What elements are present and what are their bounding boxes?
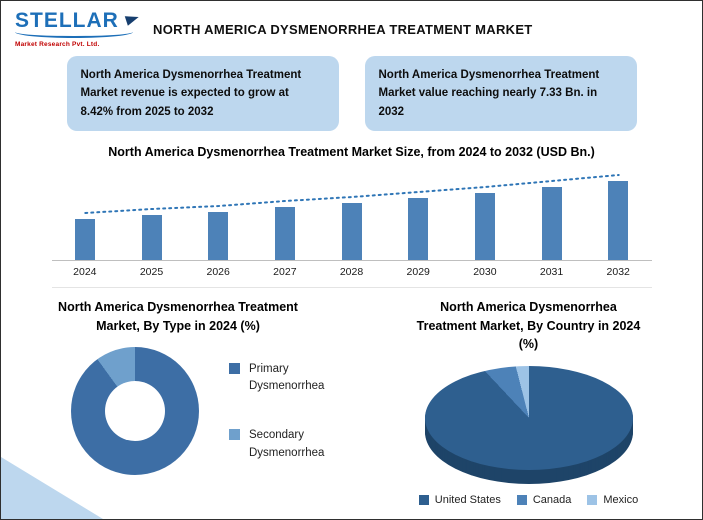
bar-2024	[74, 218, 95, 260]
bar-column-2026	[185, 211, 252, 260]
x-tick-2024: 2024	[73, 265, 97, 278]
bar-chart-title: North America Dysmenorrhea Treatment Mar…	[108, 145, 595, 160]
legend-swatch-united-states	[418, 495, 429, 506]
bar-column-2028	[318, 202, 385, 260]
bar-2030	[474, 192, 495, 260]
legend-label-canada: Canada	[532, 494, 572, 507]
bar-2029	[408, 197, 429, 260]
bar-column-2029	[385, 197, 452, 260]
callout-row: North America Dysmenorrhea Treatment Mar…	[1, 56, 702, 132]
legend-item-secondary: Secondary Dysmenorrhea	[229, 427, 361, 462]
legend-swatch-primary	[229, 362, 240, 374]
bar-column-2024	[52, 218, 119, 260]
legend-label-primary: Primary Dysmenorrhea	[249, 362, 325, 393]
legend-item-primary: Primary Dysmenorrhea	[229, 361, 361, 396]
legend-swatch-secondary	[229, 429, 240, 441]
pie-chart-title: North America Dysmenorrhea Treatment Mar…	[416, 299, 641, 352]
legend-swatch-mexico	[587, 495, 598, 506]
bar-2027	[274, 206, 295, 260]
pie-legend: United States Canada Mexico	[355, 494, 702, 506]
header: STELLAR Market Research Pvt. Ltd. NORTH …	[1, 1, 702, 50]
page-title: NORTH AMERICA DYSMENORRHEA TREATMENT MAR…	[153, 21, 533, 37]
x-tick-2027: 2027	[273, 265, 297, 278]
bar-2031	[541, 186, 562, 260]
legend-item-canada: Canada	[516, 494, 572, 507]
x-tick-2029: 2029	[406, 265, 430, 278]
logo-brand-text: STELLAR	[15, 9, 119, 32]
x-tick-2026: 2026	[206, 265, 230, 278]
logo-tagline: Market Research Pvt. Ltd.	[15, 41, 100, 48]
bar-column-2031	[518, 186, 585, 260]
bar-column-2032	[585, 180, 652, 260]
legend-item-mexico: Mexico	[587, 494, 638, 506]
bar-2032	[608, 180, 629, 260]
x-tick-2032: 2032	[606, 265, 630, 278]
legend-label-united-states: United States	[434, 494, 501, 507]
bar-column-2027	[252, 206, 319, 260]
bar-column-2030	[452, 192, 519, 260]
donut-chart-title: North America Dysmenorrhea Treatment Mar…	[58, 299, 298, 333]
pie-chart-panel: North America Dysmenorrhea Treatment Mar…	[355, 298, 702, 506]
bar-chart-x-axis: 2024 2025 2026 2027 2028 2029 2030 2031 2032	[51, 261, 652, 288]
bar-chart-plot	[51, 173, 652, 261]
bar-chart-section: North America Dysmenorrhea Treatment Mar…	[1, 143, 702, 288]
donut-legend: Primary Dysmenorrhea Secondary Dysmenorr…	[229, 361, 361, 462]
x-tick-2031: 2031	[539, 265, 564, 278]
donut-chart-panel: North America Dysmenorrhea Treatment Mar…	[1, 298, 355, 506]
bar-2026	[208, 211, 229, 260]
callout-market-value: North America Dysmenorrhea Treatment Mar…	[364, 56, 637, 132]
x-tick-2025: 2025	[139, 265, 164, 278]
donut-chart	[71, 347, 199, 476]
donut-chart-row: Primary Dysmenorrhea Secondary Dysmenorr…	[1, 347, 355, 476]
pie-3d-chart	[424, 366, 633, 485]
legend-item-united-states: United States	[418, 494, 501, 507]
bar-2028	[341, 202, 362, 260]
pie-top-surface	[424, 366, 633, 471]
legend-label-secondary: Secondary Dysmenorrhea	[249, 429, 325, 459]
bar-2025	[141, 214, 162, 260]
corner-triangle-decoration	[1, 457, 103, 519]
bar-column-2025	[118, 214, 185, 260]
legend-swatch-canada	[516, 495, 527, 506]
bottom-charts-row: North America Dysmenorrhea Treatment Mar…	[1, 298, 702, 506]
stellar-logo: STELLAR Market Research Pvt. Ltd.	[15, 10, 145, 48]
logo-swoosh-icon	[15, 26, 133, 38]
x-tick-2028: 2028	[339, 265, 364, 278]
x-tick-2030: 2030	[473, 265, 497, 278]
callout-growth-rate: North America Dysmenorrhea Treatment Mar…	[66, 56, 339, 132]
legend-label-mexico: Mexico	[603, 494, 639, 507]
